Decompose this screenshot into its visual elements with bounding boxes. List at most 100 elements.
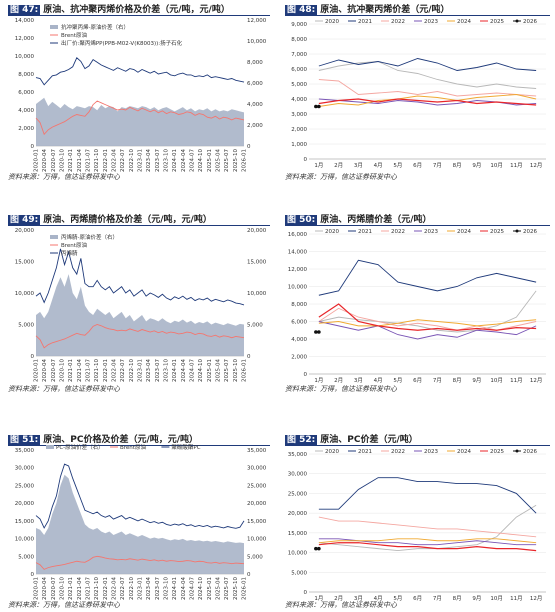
y-tick-label: 14,000 (288, 250, 308, 256)
figure-title: 原油、丙烯腈价格及价差（元/吨，元/吨） (43, 215, 212, 225)
x-tick-label: 2026-01 (242, 149, 248, 172)
legend-label: 2021 (358, 449, 372, 455)
y-tick-label: 30,000 (288, 472, 308, 478)
legend-label: 2021 (358, 229, 372, 235)
x-tick-label: 7月 (433, 377, 442, 384)
panel-title: 图 47: 原油、抗冲聚丙烯价格及价差（元/吨，元/吨） (8, 2, 230, 15)
chart-panel-50: 图 50: 原油、丙烯腈价差（元/吨） 0 2,000 4,000 6,000 8,000… (285, 212, 550, 397)
y-tick-label: 0 (304, 372, 308, 378)
series-line (35, 248, 245, 306)
chart-svg: 0 5,000 10,000 15,000 20,000 25,000 30,000 35,0… (15, 443, 267, 600)
y-tick-label: 0 (31, 354, 35, 360)
x-tick-label: 2026-01 (242, 577, 248, 600)
y-tick-label: 10,000 (288, 551, 308, 557)
legend-label: Brent原油 (61, 31, 87, 39)
series-line (35, 555, 245, 570)
x-tick-label: 2020-04 (42, 577, 48, 600)
x-tick-label: 2020-07 (51, 577, 57, 600)
x-tick-label: 2025-04 (216, 359, 222, 382)
chart-panel-47: 图 47: 原油、抗冲聚丙烯价格及价差（元/吨，元/吨） 0 2,000 4,000 6… (8, 2, 270, 185)
chart-svg: 0 2,000 4,000 6,000 8,000 10,000 12,000 14,000 1… (288, 229, 546, 384)
x-tick-label: 2021-04 (77, 359, 83, 382)
legend-label: 2020 (325, 449, 339, 455)
series-point (317, 546, 321, 551)
x-tick-label: 2023-01 (138, 149, 144, 172)
title-rule (8, 15, 270, 16)
y-tick-label: 4,000 (291, 337, 307, 343)
figure-label: 图 47: (8, 5, 41, 15)
title-rule (285, 225, 550, 226)
series-point (314, 104, 318, 109)
source-note: 资料来源：万得，信达证券研发中心 (285, 601, 397, 609)
x-tick-label: 2024-07 (190, 359, 196, 382)
y-tick-label: 5,000 (18, 323, 34, 329)
source-note: 资料来源：万得，信达证券研发中心 (285, 385, 397, 393)
x-tick-label: 3月 (354, 377, 363, 384)
legend-label: 2025 (490, 229, 504, 235)
series-line (35, 324, 245, 349)
series-line (318, 321, 537, 340)
series-point (317, 104, 321, 109)
legend-label: PC-原油价差（右） (56, 443, 104, 451)
x-tick-label: 2021-01 (68, 577, 74, 600)
series-line (318, 516, 537, 538)
y-tick-label: 0 (31, 572, 35, 578)
x-tick-label: 2023-10 (164, 577, 170, 600)
x-tick-label: 2023-07 (155, 359, 161, 382)
series-point (314, 546, 318, 551)
x-tick-label: 2025-04 (216, 149, 222, 172)
source-note: 资料来源：万得，信达证券研发中心 (285, 173, 397, 181)
y-tick-label: 15,000 (15, 260, 35, 266)
x-tick-label: 2020-04 (42, 149, 48, 172)
x-tick-label: 3月 (354, 162, 363, 169)
x-tick-label: 2025-04 (216, 577, 222, 600)
x-tick-label: 2024-07 (190, 577, 196, 600)
legend-marker (515, 229, 519, 233)
x-tick-label: 5月 (393, 595, 402, 602)
x-tick-label: 2024-10 (198, 577, 204, 600)
x-tick-label: 2024-01 (172, 359, 178, 382)
x-tick-label: 9月 (472, 595, 481, 602)
x-tick-label: 2022-10 (129, 149, 135, 172)
y-tick-label: 3,000 (291, 112, 307, 118)
x-tick-label: 8月 (453, 377, 462, 384)
x-tick-label: 2025-10 (233, 577, 239, 600)
x-tick-label: 12月 (530, 377, 543, 384)
y-right-tick-label: 15,000 (247, 260, 267, 266)
y-tick-label: 5,000 (291, 82, 307, 88)
y-right-tick-label: 0 (247, 572, 251, 578)
y-tick-label: 15,000 (15, 519, 35, 525)
y-tick-label: 2,000 (18, 126, 34, 132)
x-tick-label: 5月 (393, 162, 402, 169)
x-tick-label: 2021-07 (86, 359, 92, 382)
x-tick-label: 2020-01 (34, 149, 40, 172)
figure-title: 原油、PC价差（元/吨） (320, 435, 418, 445)
figure-label: 图 51: (8, 435, 41, 445)
legend-label: 丙烯腈 (61, 249, 78, 257)
x-tick-label: 2025-01 (207, 149, 213, 172)
legend-label: 2023 (424, 229, 438, 235)
x-tick-label: 2021-10 (94, 149, 100, 172)
y-tick-label: 30,000 (15, 466, 35, 472)
x-tick-label: 2020-10 (60, 359, 66, 382)
y-tick-label: 20,000 (288, 511, 308, 517)
x-tick-label: 2021-01 (68, 359, 74, 382)
x-tick-label: 1月 (314, 595, 323, 602)
x-tick-label: 12月 (530, 595, 543, 602)
y-right-tick-label: 0 (247, 354, 251, 360)
x-tick-label: 2024-04 (181, 359, 187, 382)
x-tick-label: 2024-07 (190, 149, 196, 172)
series-point (314, 330, 318, 334)
x-tick-label: 12月 (530, 162, 543, 169)
x-tick-label: 2022-07 (120, 149, 126, 172)
x-tick-label: 2024-04 (181, 577, 187, 600)
y-tick-label: 20,000 (15, 228, 35, 234)
x-tick-label: 2020-10 (60, 149, 66, 172)
x-tick-label: 2023-10 (164, 359, 170, 382)
y-right-tick-label: 2,000 (247, 123, 263, 129)
source-note: 资料来源：万得，信达证券研发中心 (8, 173, 120, 181)
title-rule (285, 15, 550, 16)
x-tick-label: 2020-01 (34, 577, 40, 600)
y-tick-label: 8,000 (18, 72, 34, 78)
series-area (36, 274, 244, 356)
